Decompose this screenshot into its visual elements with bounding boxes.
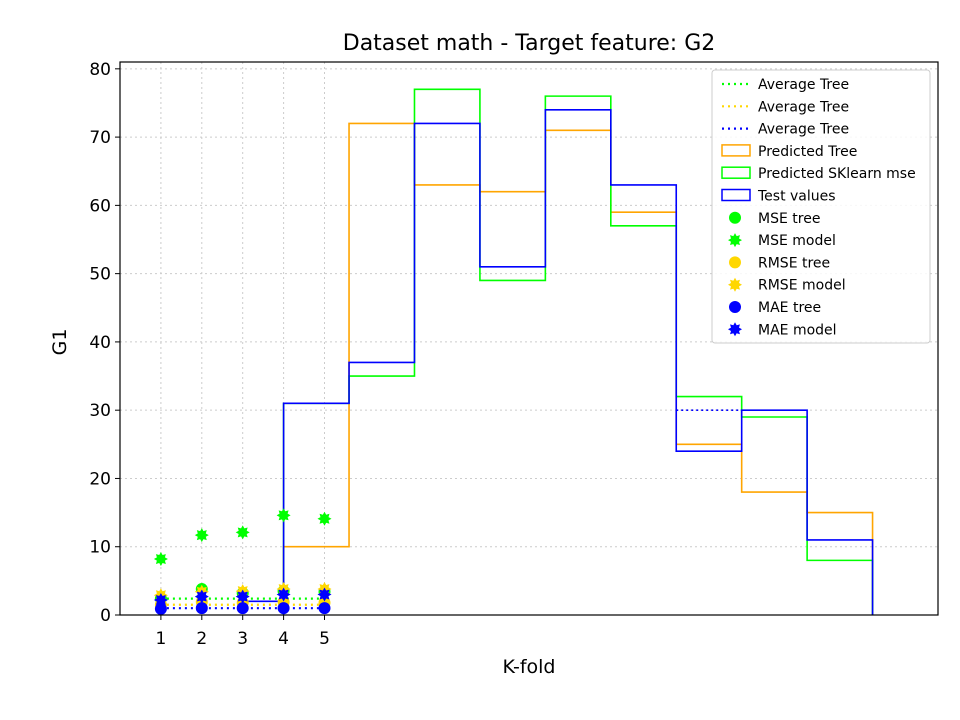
legend-label-test-values: Test values xyxy=(757,189,836,205)
mae-tree-point xyxy=(236,602,249,615)
mae-model-point xyxy=(194,589,209,604)
legend-box xyxy=(711,69,931,344)
y-axis-ticks: 0 10 20 30 40 50 60 70 80 xyxy=(89,60,120,626)
mae-model-point xyxy=(235,589,250,604)
mse-model-point xyxy=(194,528,209,543)
legend-label-average-tree: Average Tree xyxy=(758,77,849,93)
y-tick-label: 40 xyxy=(89,333,111,353)
x-tick-label: 2 xyxy=(196,629,207,649)
y-tick-label: 10 xyxy=(89,538,111,558)
x-axis-ticks: 1 2 3 4 5 xyxy=(155,615,330,649)
legend: Average Tree Average Tree Average Tree Pred… xyxy=(711,69,931,344)
y-tick-label: 60 xyxy=(89,196,111,216)
legend-swatch-mae-tree xyxy=(729,301,741,313)
y-tick-label: 70 xyxy=(89,128,111,148)
legend-swatch-predicted-sklearn-mse xyxy=(721,166,751,179)
x-tick-label: 4 xyxy=(278,629,289,649)
mse-model-point xyxy=(235,525,250,540)
legend-swatch-test-values xyxy=(721,188,751,202)
step-series xyxy=(242,88,874,615)
mae-tree-point xyxy=(195,602,208,615)
mae-model-point xyxy=(276,587,291,602)
legend-label-rmse-tree: RMSE tree xyxy=(758,255,830,271)
mae-tree-point xyxy=(154,602,167,615)
mse-model-point xyxy=(317,511,332,526)
predicted-tree-step xyxy=(282,122,874,615)
mae-tree-point xyxy=(277,602,290,615)
predicted-sklearn-mse-step xyxy=(282,88,874,615)
mae-model-point xyxy=(153,592,168,607)
y-axis-label: G1 xyxy=(49,329,71,356)
x-axis-label: K-fold xyxy=(503,656,556,678)
test-values-step xyxy=(282,108,874,615)
x-tick-label: 5 xyxy=(319,629,330,649)
y-tick-label: 50 xyxy=(89,265,111,285)
x-tick-label: 1 xyxy=(155,629,166,649)
chart-title: Dataset math - Target feature: G2 xyxy=(343,31,716,56)
plot-frame xyxy=(119,61,939,616)
legend-swatch-predicted-tree xyxy=(721,144,751,157)
legend-label-mse-model: MSE model xyxy=(758,233,836,249)
y-tick-label: 20 xyxy=(89,469,111,489)
legend-swatch-rmse-model xyxy=(728,277,742,292)
mse-model-point xyxy=(276,508,291,523)
scatter-points xyxy=(153,508,332,615)
mae-model-point xyxy=(317,587,332,602)
legend-label-average-tree: Average Tree xyxy=(758,122,849,138)
y-tick-label: 30 xyxy=(89,401,111,421)
legend-swatch-mse-tree xyxy=(729,211,741,224)
mae-tree-point xyxy=(318,602,331,615)
legend-label-predicted-tree: Predicted Tree xyxy=(758,144,857,160)
legend-label-predicted-sklearn-mse: Predicted SKlearn mse xyxy=(758,166,916,182)
legend-label-mse-tree: MSE tree xyxy=(758,211,820,227)
y-tick-label: 80 xyxy=(89,60,111,80)
mse-model-point xyxy=(153,552,168,567)
legend-swatch-mse-model xyxy=(728,233,742,248)
legend-label-mae-tree: MAE tree xyxy=(758,300,821,316)
legend-label-average-tree: Average Tree xyxy=(758,99,849,115)
legend-swatch-mae-model xyxy=(728,322,742,337)
y-tick-label: 0 xyxy=(100,606,111,626)
legend-label-rmse-model: RMSE model xyxy=(758,278,846,294)
legend-swatch-rmse-tree xyxy=(729,256,741,269)
legend-label-mae-model: MAE model xyxy=(758,322,837,338)
x-tick-label: 3 xyxy=(237,629,248,649)
